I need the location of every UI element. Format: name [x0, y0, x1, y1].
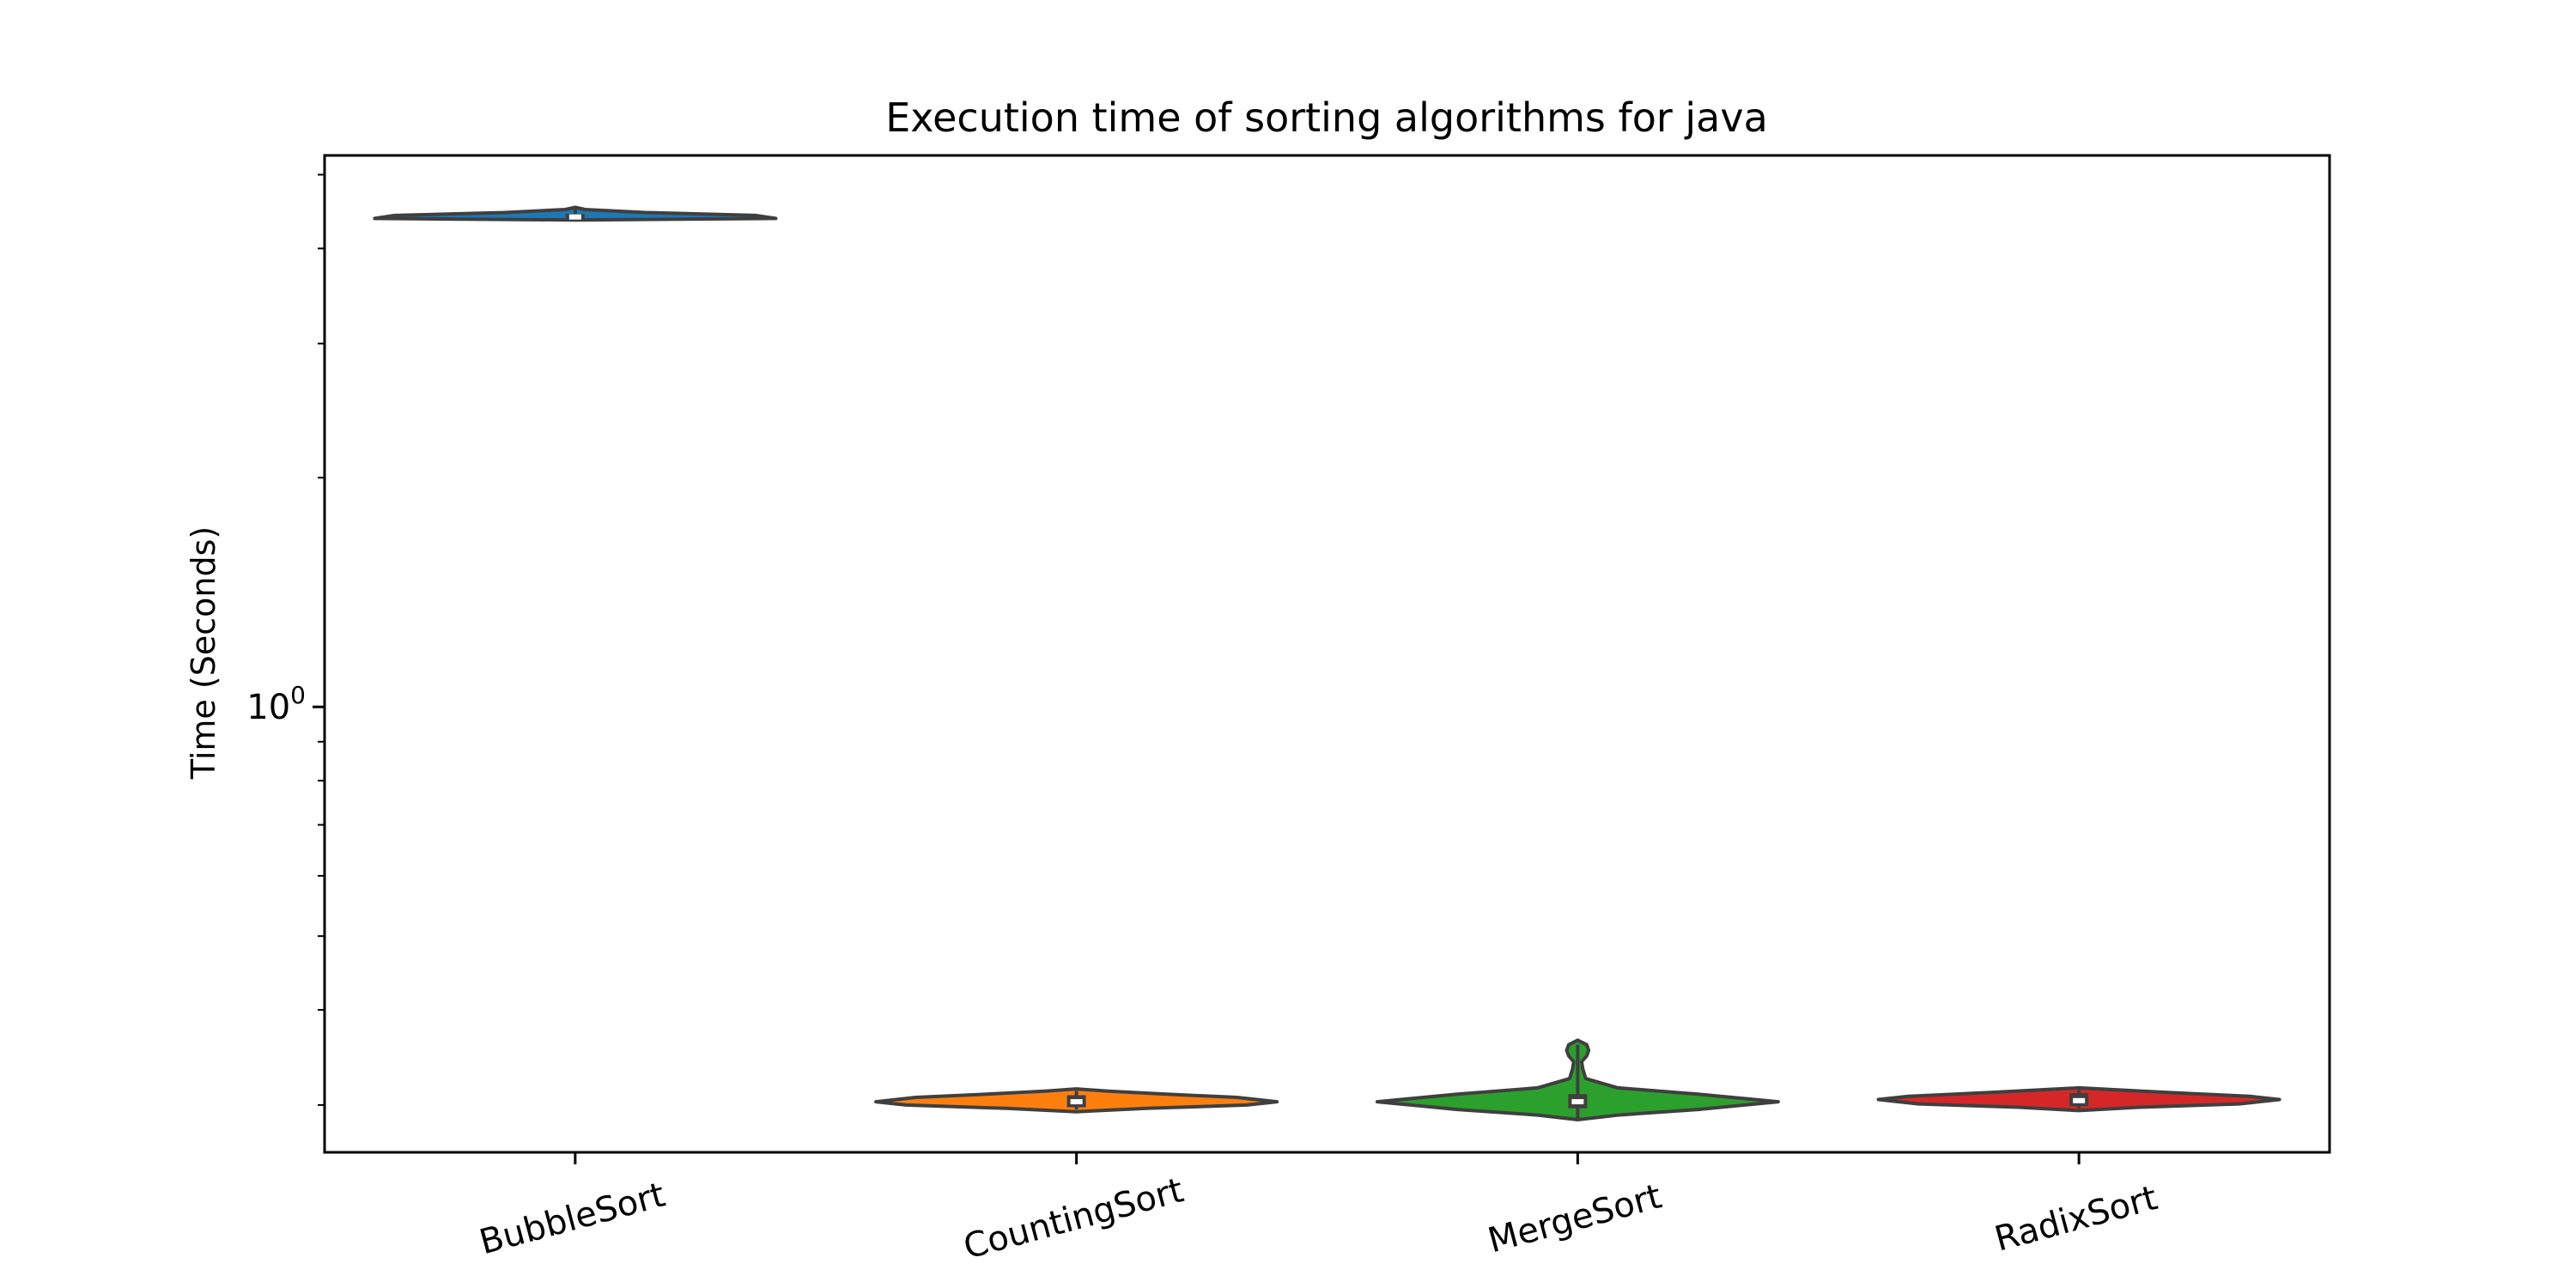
median-MergeSort — [1571, 1099, 1584, 1105]
violins-layer — [373, 205, 2281, 1121]
x-tick-label-RadixSort: RadixSort — [1990, 1178, 2161, 1260]
x-axis: BubbleSort CountingSort MergeSort RadixSort — [476, 1152, 2161, 1267]
y-tick-label: 100 — [246, 681, 306, 727]
y-axis-label: Time (Seconds) — [185, 526, 222, 780]
x-tick-label-BubbleSort: BubbleSort — [476, 1176, 670, 1263]
median-RadixSort — [2073, 1097, 2086, 1103]
x-tick-label-MergeSort: MergeSort — [1484, 1176, 1666, 1261]
plot-frame — [323, 154, 2331, 1154]
median-BubbleSort — [568, 214, 581, 220]
y-axis: 100 — [246, 173, 325, 1106]
median-CountingSort — [1070, 1099, 1083, 1105]
chart-title: Execution time of sorting algorithms for… — [885, 94, 1768, 141]
x-tick-label-CountingSort: CountingSort — [959, 1170, 1188, 1267]
